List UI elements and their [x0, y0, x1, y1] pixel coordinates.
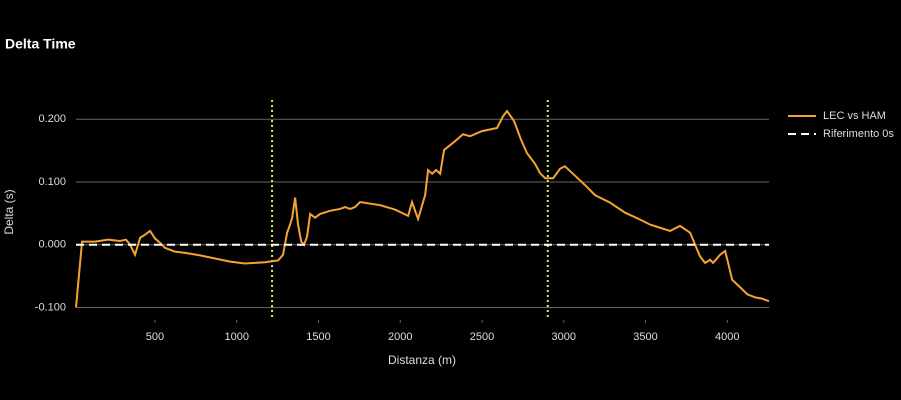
- data-line: [75, 109, 770, 308]
- x-axis-label: Distanza (m): [388, 353, 456, 367]
- x-tick-label: 2500: [470, 331, 494, 343]
- x-tick-label: 1000: [224, 331, 248, 343]
- y-axis-label: Delta (s): [2, 189, 16, 234]
- y-tick-label: 0.000: [38, 239, 66, 251]
- y-tick-label: -0.100: [35, 301, 66, 313]
- x-tick-label: 2000: [388, 331, 412, 343]
- x-tick-label: 1500: [306, 331, 330, 343]
- legend-label: LEC vs HAM: [823, 110, 886, 122]
- x-tick-label: 3500: [633, 331, 657, 343]
- x-tick-label: 3000: [552, 331, 576, 343]
- x-tick-label: 4000: [715, 331, 739, 343]
- y-tick-label: 0.200: [38, 113, 66, 125]
- y-tick-label: 0.100: [38, 176, 66, 188]
- legend-label: Riferimento 0s: [823, 128, 894, 140]
- chart-title: Delta Time: [5, 36, 76, 52]
- x-tick-label: 500: [146, 331, 164, 343]
